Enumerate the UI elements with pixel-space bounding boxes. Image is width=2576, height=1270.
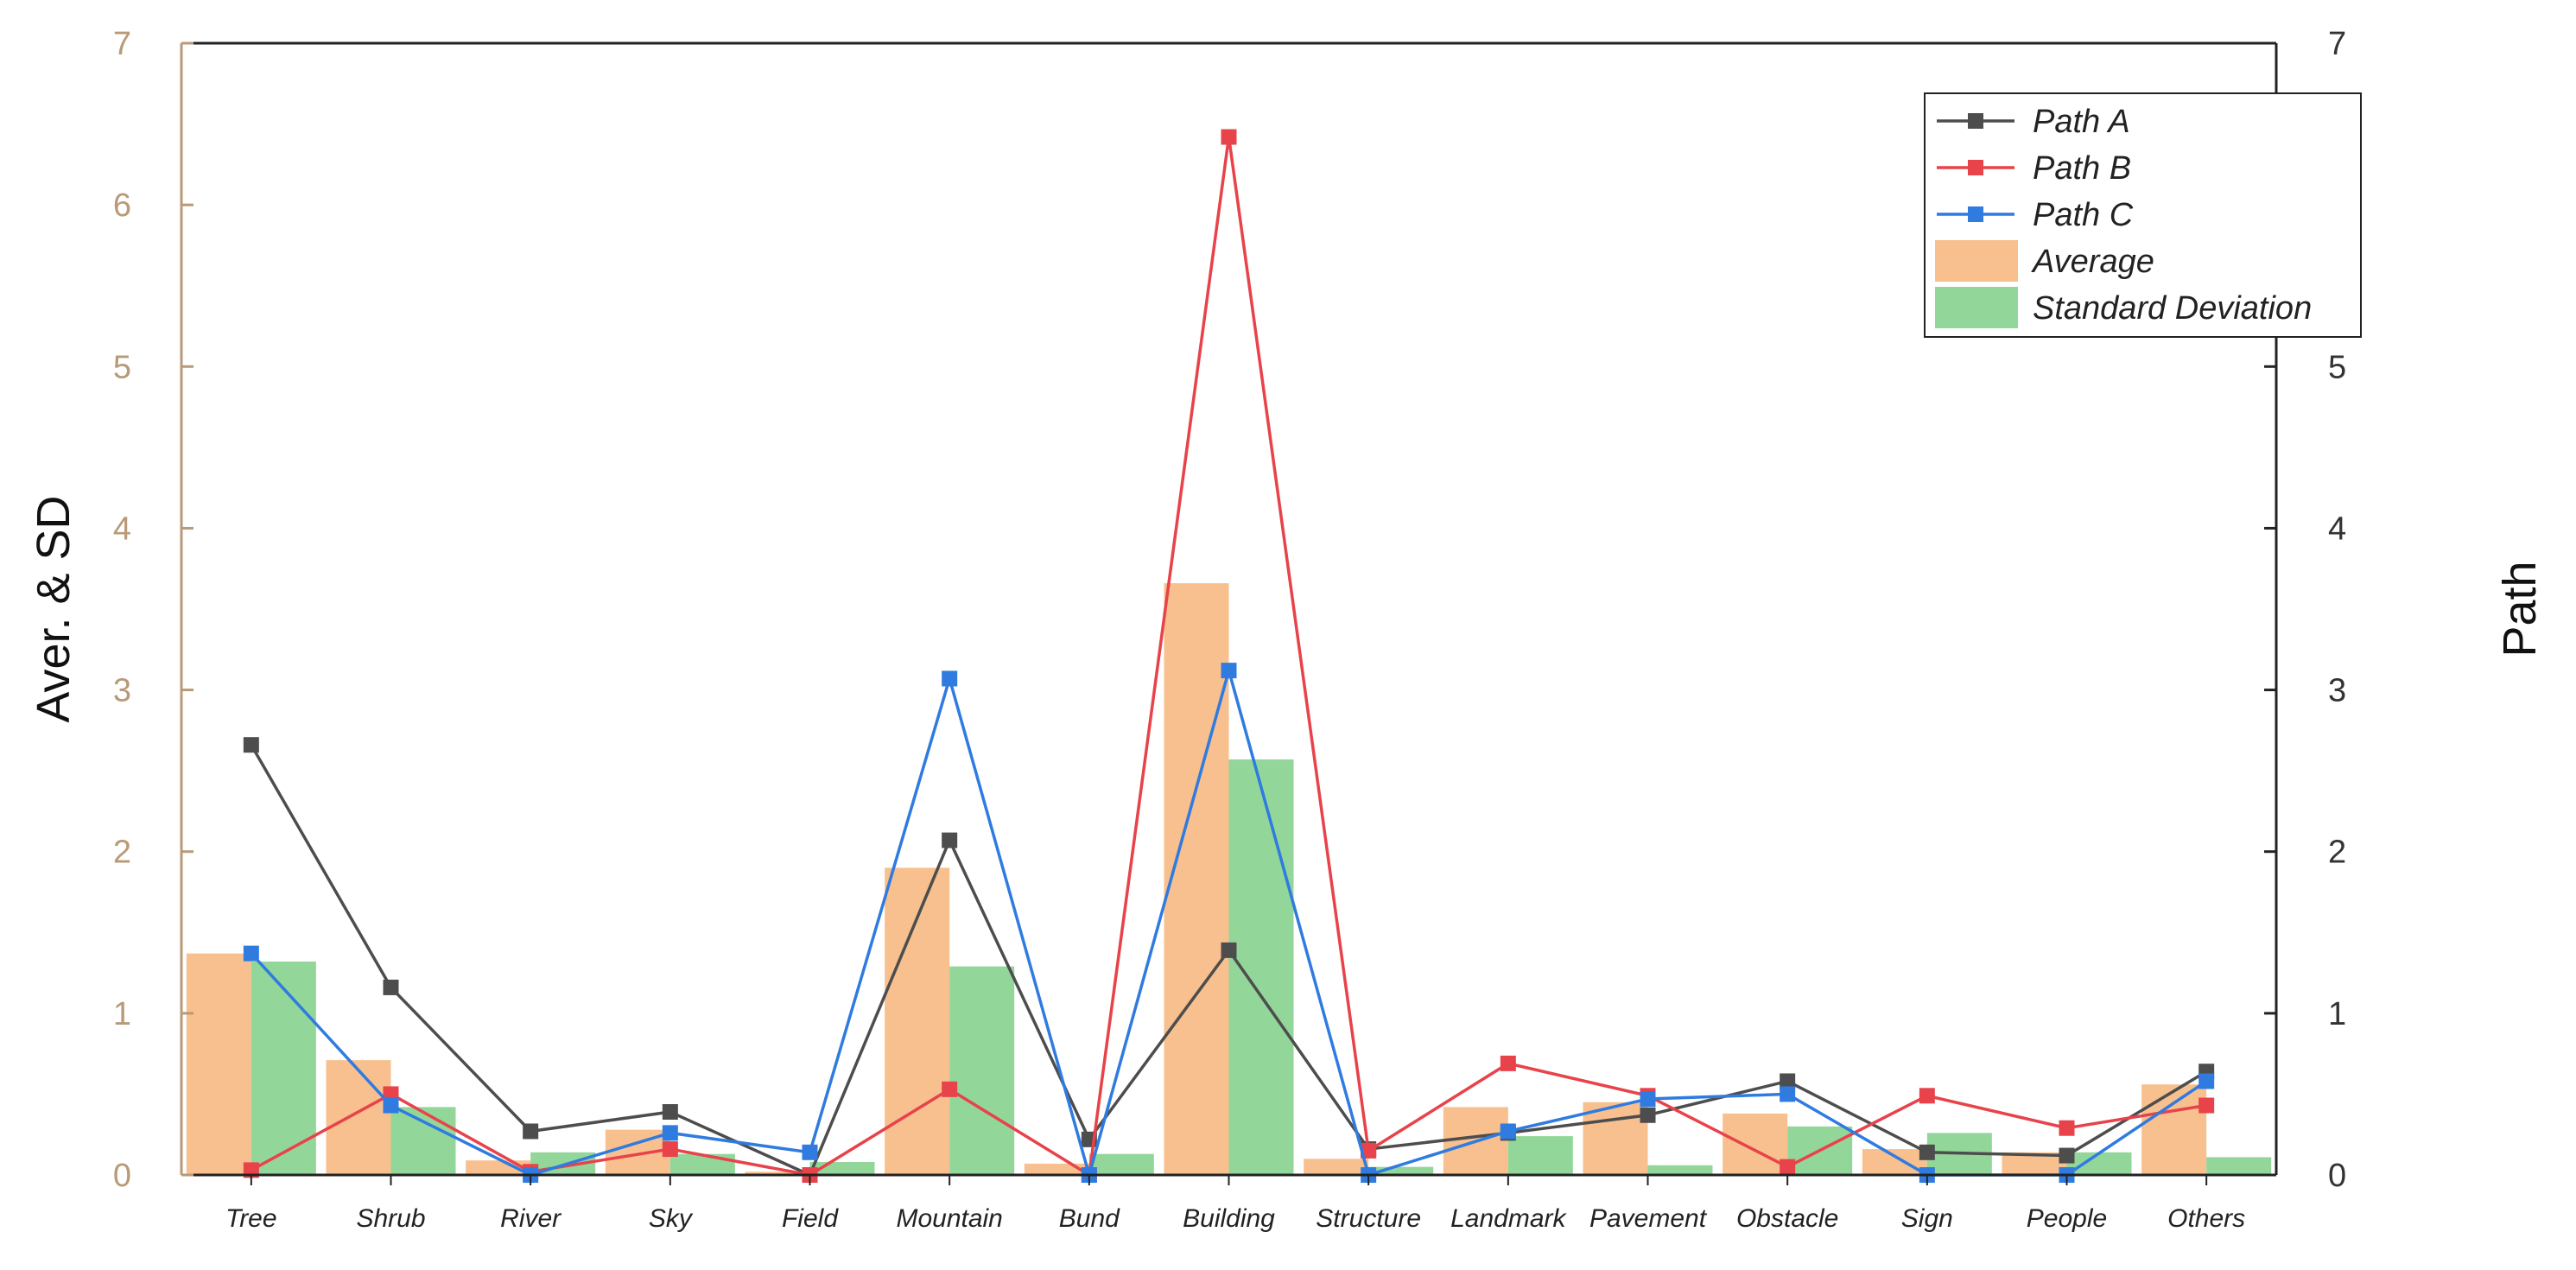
x-tick-label-bund: Bund <box>1059 1204 1120 1233</box>
marker-path-b-building <box>1221 129 1237 145</box>
right-tick-label: 7 <box>2328 26 2346 62</box>
marker-path-a-people <box>2059 1147 2075 1164</box>
x-tick-label-sky: Sky <box>649 1204 694 1233</box>
x-tick-label-sign: Sign <box>1901 1204 1953 1233</box>
bar-average-pavement <box>1583 1102 1648 1175</box>
bar-standard-deviation-sky <box>669 1153 735 1175</box>
bar-average-others <box>2141 1084 2207 1175</box>
legend-label-path-c: Path C <box>2033 197 2134 233</box>
x-tick-label-river: River <box>500 1204 562 1233</box>
legend-marker-path-b <box>1968 160 1983 175</box>
marker-path-c-tree <box>243 945 259 962</box>
marker-path-a-obstacle <box>1780 1073 1796 1089</box>
x-tick-label-mountain: Mountain <box>896 1204 1002 1233</box>
legend-label-standard-deviation: Standard Deviation <box>2033 290 2312 327</box>
marker-path-c-obstacle <box>1780 1086 1796 1102</box>
marker-path-c-landmark <box>1500 1123 1516 1140</box>
marker-path-b-landmark <box>1500 1055 1516 1071</box>
right-tick-label: 5 <box>2328 349 2346 385</box>
marker-path-a-shrub <box>383 979 399 995</box>
bar-standard-deviation-others <box>2206 1157 2272 1175</box>
right-tick-label: 4 <box>2328 511 2346 547</box>
bar-standard-deviation-structure <box>1368 1166 1434 1175</box>
marker-path-c-building <box>1221 663 1237 679</box>
x-tick-label-obstacle: Obstacle <box>1736 1204 1838 1233</box>
bar-average-building <box>1164 583 1229 1175</box>
bar-average-mountain <box>885 867 950 1175</box>
bar-average-sign <box>1862 1149 1927 1175</box>
x-tick-label-tree: Tree <box>225 1204 276 1233</box>
bar-average-obstacle <box>1723 1113 1788 1175</box>
left-tick-label: 1 <box>113 996 131 1032</box>
bar-standard-deviation-people <box>2066 1152 2132 1175</box>
marker-path-b-sky <box>662 1141 678 1158</box>
x-tick-label-field: Field <box>782 1204 839 1233</box>
legend-marker-path-c <box>1968 206 1983 222</box>
bar-average-structure <box>1304 1159 1369 1175</box>
legend: Path A Path B Path C Average Standard Deviat… <box>1924 92 2362 338</box>
bar-average-shrub <box>326 1060 391 1175</box>
legend-swatch-standard-deviation <box>1935 287 2018 328</box>
legend-label-average: Average <box>2031 244 2154 280</box>
marker-path-c-pavement <box>1640 1091 1656 1108</box>
bar-standard-deviation-landmark <box>1507 1136 1573 1175</box>
marker-path-c-mountain <box>942 670 958 687</box>
right-tick-label: 0 <box>2328 1158 2346 1194</box>
left-tick-label: 4 <box>113 511 131 547</box>
bars-layer <box>186 583 2272 1175</box>
marker-path-c-shrub <box>383 1097 399 1114</box>
marker-path-a-river <box>523 1123 539 1140</box>
marker-path-b-structure <box>1361 1142 1377 1159</box>
x-tick-label-structure: Structure <box>1316 1204 1421 1233</box>
ticks-layer: 0123456701234567TreeShrubRiverSkyFieldMo… <box>113 26 2346 1233</box>
marker-path-a-tree <box>243 737 259 753</box>
x-tick-label-landmark: Landmark <box>1450 1204 1567 1233</box>
x-tick-label-pavement: Pavement <box>1589 1204 1708 1233</box>
marker-path-b-sign <box>1919 1088 1935 1104</box>
marker-path-a-building <box>1221 942 1237 958</box>
bar-average-field <box>745 1172 810 1175</box>
x-tick-label-others: Others <box>2167 1204 2245 1233</box>
left-tick-label: 3 <box>113 673 131 709</box>
marker-path-c-field <box>802 1144 818 1160</box>
right-tick-label: 1 <box>2328 996 2346 1032</box>
x-tick-label-shrub: Shrub <box>356 1204 425 1233</box>
legend-marker-path-a <box>1968 113 1983 129</box>
bar-standard-deviation-bund <box>1088 1153 1154 1175</box>
bar-standard-deviation-pavement <box>1647 1165 1713 1175</box>
bar-standard-deviation-tree <box>251 961 316 1175</box>
marker-path-b-others <box>2198 1097 2215 1114</box>
marker-path-b-people <box>2059 1120 2075 1136</box>
legend-label-path-a: Path A <box>2033 104 2130 140</box>
left-tick-label: 5 <box>113 349 131 385</box>
right-tick-label: 2 <box>2328 835 2346 871</box>
marker-path-c-others <box>2198 1073 2215 1089</box>
marker-path-a-mountain <box>942 832 958 848</box>
bar-average-tree <box>186 953 251 1175</box>
left-tick-label: 7 <box>113 26 131 62</box>
marker-path-b-mountain <box>942 1081 958 1097</box>
left-tick-label: 6 <box>113 187 131 224</box>
marker-path-c-sky <box>662 1125 678 1141</box>
legend-label-path-b: Path B <box>2033 150 2131 187</box>
right-tick-label: 3 <box>2328 673 2346 709</box>
bar-standard-deviation-building <box>1228 759 1294 1175</box>
y2-axis-title: Path <box>2494 561 2546 657</box>
left-tick-label: 2 <box>113 835 131 871</box>
marker-path-a-pavement <box>1640 1107 1656 1123</box>
bar-standard-deviation-mountain <box>949 966 1015 1175</box>
marker-path-b-obstacle <box>1780 1159 1796 1175</box>
marker-path-a-sign <box>1919 1144 1935 1160</box>
bar-standard-deviation-shrub <box>390 1107 456 1175</box>
legend-swatch-average <box>1935 240 2018 282</box>
left-tick-label: 0 <box>113 1158 131 1194</box>
marker-path-a-sky <box>662 1104 678 1121</box>
y-axis-title: Aver. & SD <box>28 495 79 722</box>
x-tick-label-people: People <box>2027 1204 2107 1233</box>
x-tick-label-building: Building <box>1183 1204 1275 1233</box>
